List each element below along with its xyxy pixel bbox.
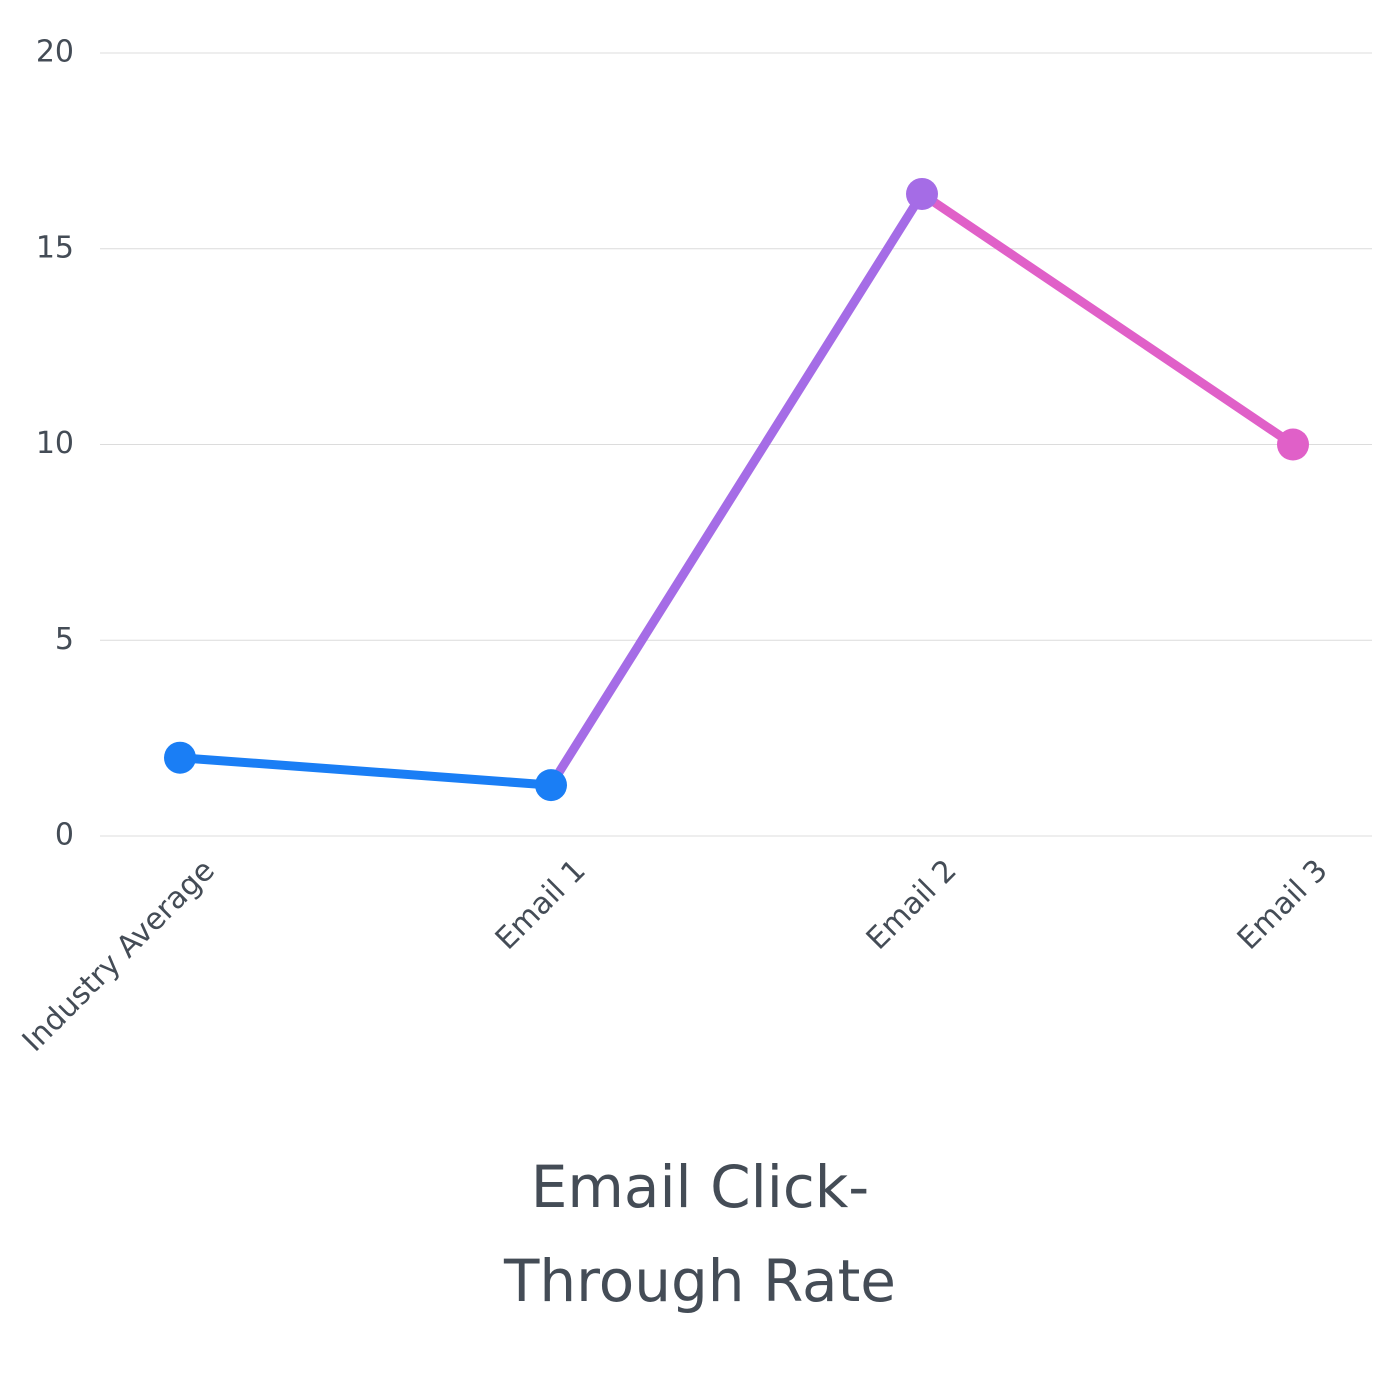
y-tick-label: 5 [55,622,74,657]
chart-title: Email Click-Through Rate [503,1153,896,1315]
x-tick-label: Email 3 [1231,853,1335,957]
point [1277,428,1309,461]
point [164,741,196,774]
point [906,177,938,210]
y-tick-label: 15 [36,230,74,265]
line-segment [917,189,1298,449]
x-tick-label: Industry Average [16,853,222,1059]
y-tick-label: 10 [36,426,74,461]
point [535,769,567,802]
line-segment [546,189,927,790]
x-tick-label: Email 1 [489,853,593,957]
y-tick-label: 20 [36,35,74,70]
y-tick-label: 0 [55,818,74,853]
line-segment [175,753,556,790]
x-tick-label: Email 2 [860,853,964,957]
